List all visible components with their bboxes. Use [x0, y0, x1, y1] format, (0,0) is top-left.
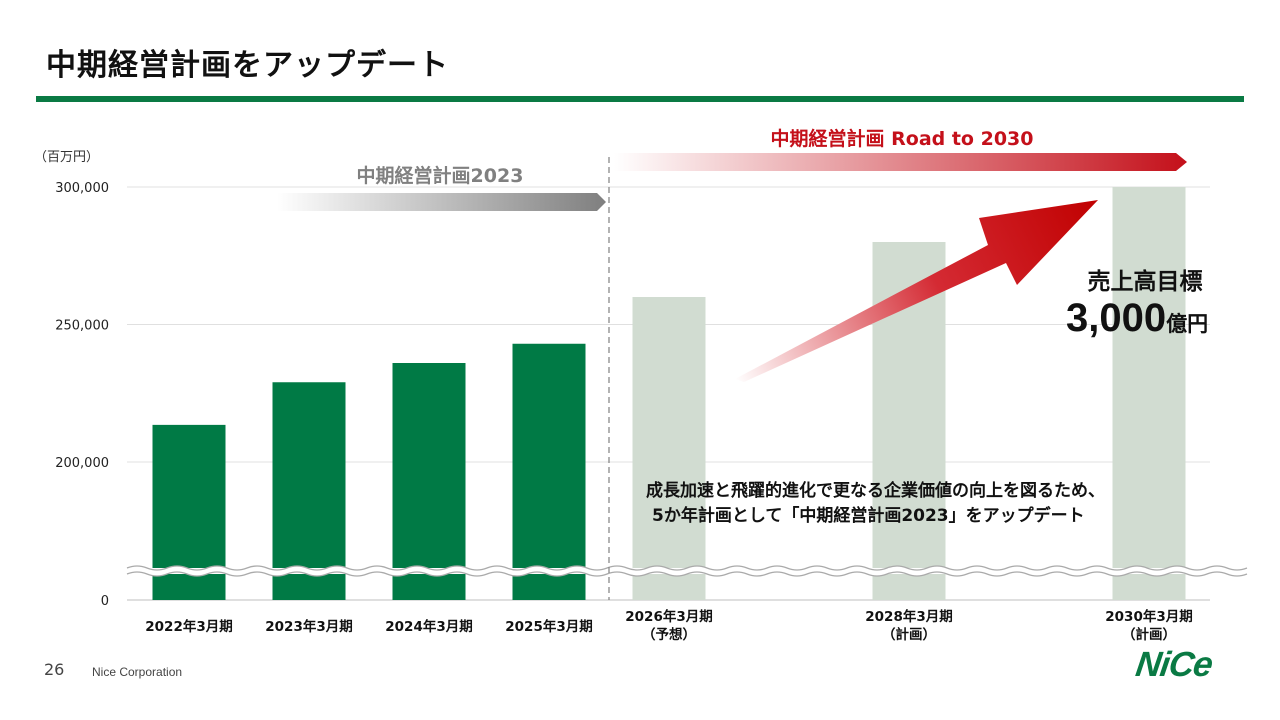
y-tick-label: 0 — [101, 594, 109, 609]
plan-description-line-2: 5か年計画として「中期経営計画2023」をアップデート — [652, 506, 1085, 526]
bar-2026年3月期 — [632, 297, 706, 600]
x-tick-label: 2030年3月期 — [1105, 608, 1192, 625]
x-tick-label: 2022年3月期 — [145, 618, 232, 635]
period-arrow-red — [614, 153, 1187, 171]
y-axis-unit-label: （百万円） — [34, 150, 100, 165]
y-tick-label: 200,000 — [55, 456, 109, 471]
x-tick-label: 2023年3月期 — [265, 618, 352, 635]
plan-description: 成長加速と飛躍的進化で更なる企業価値の向上を図るため、 5か年計画として「中期経… — [646, 479, 1105, 529]
period-label-plan-2023: 中期経営計画2023 — [357, 164, 524, 187]
x-tick-label: 2024年3月期 — [385, 618, 472, 635]
period-label-road-to-2030: 中期経営計画 Road to 2030 — [771, 127, 1034, 150]
sales-target-callout: 売上高目標 3,000億円 — [1066, 262, 1208, 341]
corporation-name: Nice Corporation — [92, 665, 183, 679]
axis-break-line-bottom — [126, 571, 1248, 577]
slide-title: 中期経営計画をアップデート — [46, 48, 449, 83]
bar-2030年3月期 — [1112, 187, 1186, 600]
sales-target-unit: 億円 — [1166, 312, 1209, 336]
axis-break-line-top — [126, 565, 1248, 571]
axis-break-gap — [127, 568, 1222, 574]
x-tick-label: 2026年3月期 — [625, 608, 712, 625]
x-tick-label: （予想） — [642, 626, 696, 643]
growth-arrow — [735, 200, 1098, 382]
sales-target-label: 売上高目標 — [1087, 269, 1203, 295]
plan-description-line-1: 成長加速と飛躍的進化で更なる企業価値の向上を図るため、 — [646, 481, 1105, 501]
nice-logo: NiCe — [1133, 645, 1215, 684]
bar-2023年3月期 — [272, 382, 346, 600]
x-tick-label: 2028年3月期 — [865, 608, 952, 625]
y-tick-label: 250,000 — [55, 319, 109, 334]
x-tick-label: （計画） — [882, 626, 936, 643]
x-tick-label: （計画） — [1122, 626, 1176, 643]
y-tick-label: 300,000 — [55, 181, 109, 196]
bar-2024年3月期 — [392, 363, 466, 600]
sales-target-value: 3,000 — [1066, 296, 1167, 340]
x-tick-label: 2025年3月期 — [505, 618, 592, 635]
title-underline — [36, 96, 1244, 102]
period-arrow-gray — [277, 193, 606, 211]
page-number: 26 — [44, 660, 65, 679]
bar-2025年3月期 — [512, 343, 586, 600]
